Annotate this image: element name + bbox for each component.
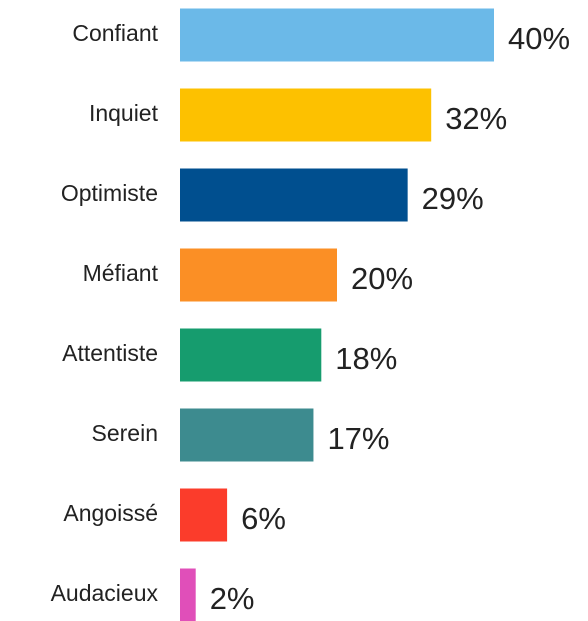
value-label: 6% (241, 501, 286, 536)
value-label: 29% (422, 181, 484, 216)
category-label: Méfiant (83, 260, 159, 286)
bar (180, 8, 494, 62)
category-label: Confiant (72, 20, 158, 46)
value-label: 40% (508, 21, 570, 56)
value-label: 2% (210, 581, 255, 616)
category-label: Serein (92, 420, 158, 446)
value-label: 18% (335, 341, 397, 376)
value-label: 17% (327, 421, 389, 456)
bar (180, 328, 322, 382)
category-label: Optimiste (61, 180, 158, 206)
category-label: Inquiet (89, 100, 159, 126)
bar (180, 88, 432, 142)
value-label: 32% (445, 101, 507, 136)
bar (180, 168, 408, 222)
value-label: 20% (351, 261, 413, 296)
bar (180, 568, 196, 621)
bar (180, 248, 337, 302)
bar (180, 488, 228, 542)
bar (180, 408, 314, 462)
category-label: Angoissé (63, 500, 158, 526)
category-label: Audacieux (51, 580, 159, 606)
category-label: Attentiste (62, 340, 158, 366)
